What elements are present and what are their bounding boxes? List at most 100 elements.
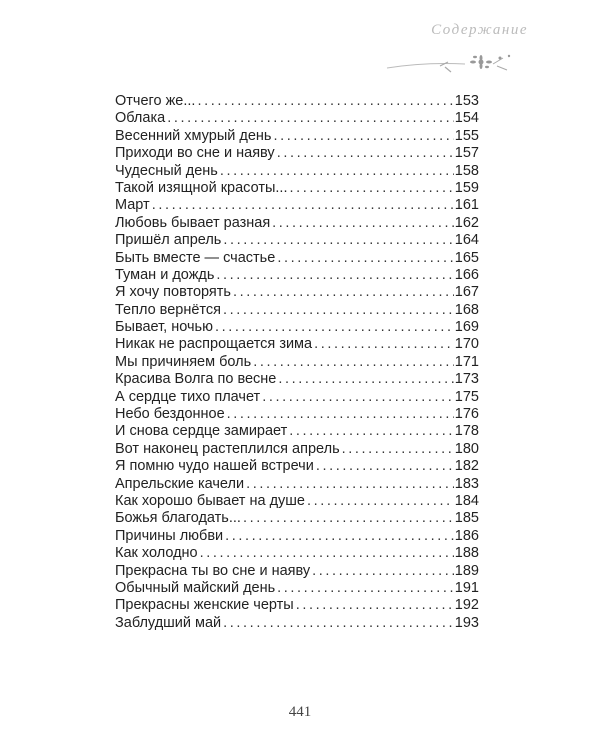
toc-entry: Апрельские качели 183 — [115, 476, 479, 493]
toc-entry-page: 154 — [454, 110, 479, 127]
toc-entry-page: 162 — [454, 214, 479, 231]
dot-leader — [223, 615, 454, 632]
dot-leader — [289, 180, 453, 197]
flower-branch-icon — [386, 54, 511, 73]
toc-entry-title: Приходи во сне и наяву — [115, 145, 275, 162]
toc-entry: Как хорошо бывает на душе 184 — [115, 493, 479, 510]
dot-leader — [216, 267, 453, 284]
dot-leader — [200, 545, 454, 562]
dot-leader — [262, 389, 454, 406]
toc-entry-page: 186 — [454, 527, 479, 544]
dot-leader — [277, 145, 454, 162]
toc-entry: Заблудший май 193 — [115, 615, 479, 632]
toc-entry-page: 169 — [454, 319, 479, 336]
toc-entry: Красива Волга по весне 173 — [115, 371, 479, 388]
dot-leader — [225, 528, 454, 545]
toc-entry-page: 180 — [454, 440, 479, 457]
toc-entry-title: И снова сердце замирает — [115, 423, 288, 440]
toc-entry-title: Туман и дождь — [115, 266, 215, 283]
toc-entry: Я хочу повторять 167 — [115, 284, 479, 301]
toc-entry-title: Вот наконец растеплился апрель — [115, 440, 340, 457]
toc-entry-title: Весенний хмурый день — [115, 127, 272, 144]
toc-entry: Бывает, ночью 169 — [115, 319, 479, 336]
toc-entry-title: Чудесный день — [115, 162, 218, 179]
toc-entry-title: Прекрасны женские черты — [115, 597, 294, 614]
toc-entry-page: 170 — [454, 336, 479, 353]
toc-entry: Такой изящной красоты... 159 — [115, 180, 479, 197]
dot-leader — [272, 215, 454, 232]
dot-leader — [316, 458, 454, 475]
toc-entry: Обычный майский день 191 — [115, 580, 479, 597]
dot-leader — [342, 441, 454, 458]
toc-entry: Облака 154 — [115, 110, 479, 127]
running-header: Содержание — [431, 22, 528, 38]
toc-entry-page: 158 — [454, 162, 479, 179]
toc-entry-title: Причины любви — [115, 527, 224, 544]
toc-entry-page: 168 — [454, 301, 479, 318]
toc-entry-page: 159 — [454, 179, 479, 196]
toc-entry: Пришёл апрель 164 — [115, 232, 479, 249]
toc-entry-page: 153 — [454, 93, 479, 109]
toc-entry: Я помню чудо нашей встречи 182 — [115, 458, 479, 475]
toc-entry-title: Я помню чудо нашей встречи — [115, 458, 314, 475]
toc-entry: А сердце тихо плачет 175 — [115, 389, 479, 406]
toc-entry-page: 173 — [454, 371, 479, 388]
toc-entry: Чудесный день 158 — [115, 163, 479, 180]
toc-entry-title: Как хорошо бывает на душе — [115, 492, 305, 509]
toc-entry: Как холодно 188 — [115, 545, 479, 562]
dot-leader — [253, 354, 454, 371]
dot-leader — [223, 302, 454, 319]
toc-entry: Причины любви 186 — [115, 528, 479, 545]
toc-entry-title: Божья благодать... — [115, 510, 241, 527]
toc-entry-title: Как холодно — [115, 545, 198, 562]
dot-leader — [289, 423, 454, 440]
toc-entry-page: 191 — [454, 579, 479, 596]
dot-leader — [223, 232, 453, 249]
toc-entry-title: Прекрасна ты во сне и наяву — [115, 562, 311, 579]
toc-entry-page: 178 — [454, 423, 479, 440]
toc-entry-page: 188 — [454, 545, 479, 562]
toc-entry-page: 184 — [454, 492, 479, 509]
toc-entry: И снова сердце замирает 178 — [115, 423, 479, 440]
toc-entry-page: 155 — [454, 127, 479, 144]
toc-entry-title: Апрельские качели — [115, 475, 245, 492]
toc-entry-page: 171 — [454, 353, 479, 370]
dot-leader — [167, 110, 454, 127]
table-of-contents: Отчего же... 153 Облака 154 Весенний хмурый … — [115, 93, 479, 632]
toc-entry-page: 189 — [454, 562, 479, 579]
toc-entry-page: 164 — [454, 232, 479, 249]
page-number: 441 — [288, 704, 312, 720]
toc-entry: Любовь бывает разная 162 — [115, 215, 479, 232]
dot-leader — [314, 336, 454, 353]
dot-leader — [243, 510, 454, 527]
toc-entry-page: 185 — [454, 510, 479, 527]
toc-entry: Божья благодать... 185 — [115, 510, 479, 527]
toc-entry: Небо бездонное 176 — [115, 406, 479, 423]
toc-entry-title: Мы причиняем боль — [115, 353, 252, 370]
toc-entry-title: Облака — [115, 110, 166, 127]
toc-entry: Отчего же... 153 — [115, 93, 479, 110]
toc-entry-page: 193 — [454, 614, 479, 631]
dot-leader — [215, 319, 454, 336]
toc-entry-page: 161 — [454, 197, 479, 214]
toc-entry-title: Никак не распрощается зима — [115, 336, 313, 353]
toc-entry-page: 183 — [454, 475, 479, 492]
dot-leader — [277, 580, 454, 597]
dot-leader — [273, 128, 453, 145]
dot-leader — [233, 284, 454, 301]
toc-entry-title: Красива Волга по весне — [115, 371, 277, 388]
dot-leader — [278, 371, 453, 388]
toc-entry-title: Я хочу повторять — [115, 284, 231, 301]
toc-entry-page: 182 — [454, 458, 479, 475]
toc-entry-page: 175 — [454, 388, 479, 405]
dot-leader — [296, 597, 454, 614]
toc-entry-title: Заблудший май — [115, 614, 222, 631]
toc-entry-page: 167 — [454, 284, 479, 301]
toc-entry-title: Отчего же... — [115, 93, 196, 109]
toc-entry-page: 165 — [454, 249, 479, 266]
toc-entry: Прекрасны женские черты 192 — [115, 597, 479, 614]
toc-entry-page: 166 — [454, 266, 479, 283]
toc-entry: Никак не распрощается зима 170 — [115, 336, 479, 353]
toc-entry: Туман и дождь 166 — [115, 267, 479, 284]
dot-leader — [307, 493, 454, 510]
